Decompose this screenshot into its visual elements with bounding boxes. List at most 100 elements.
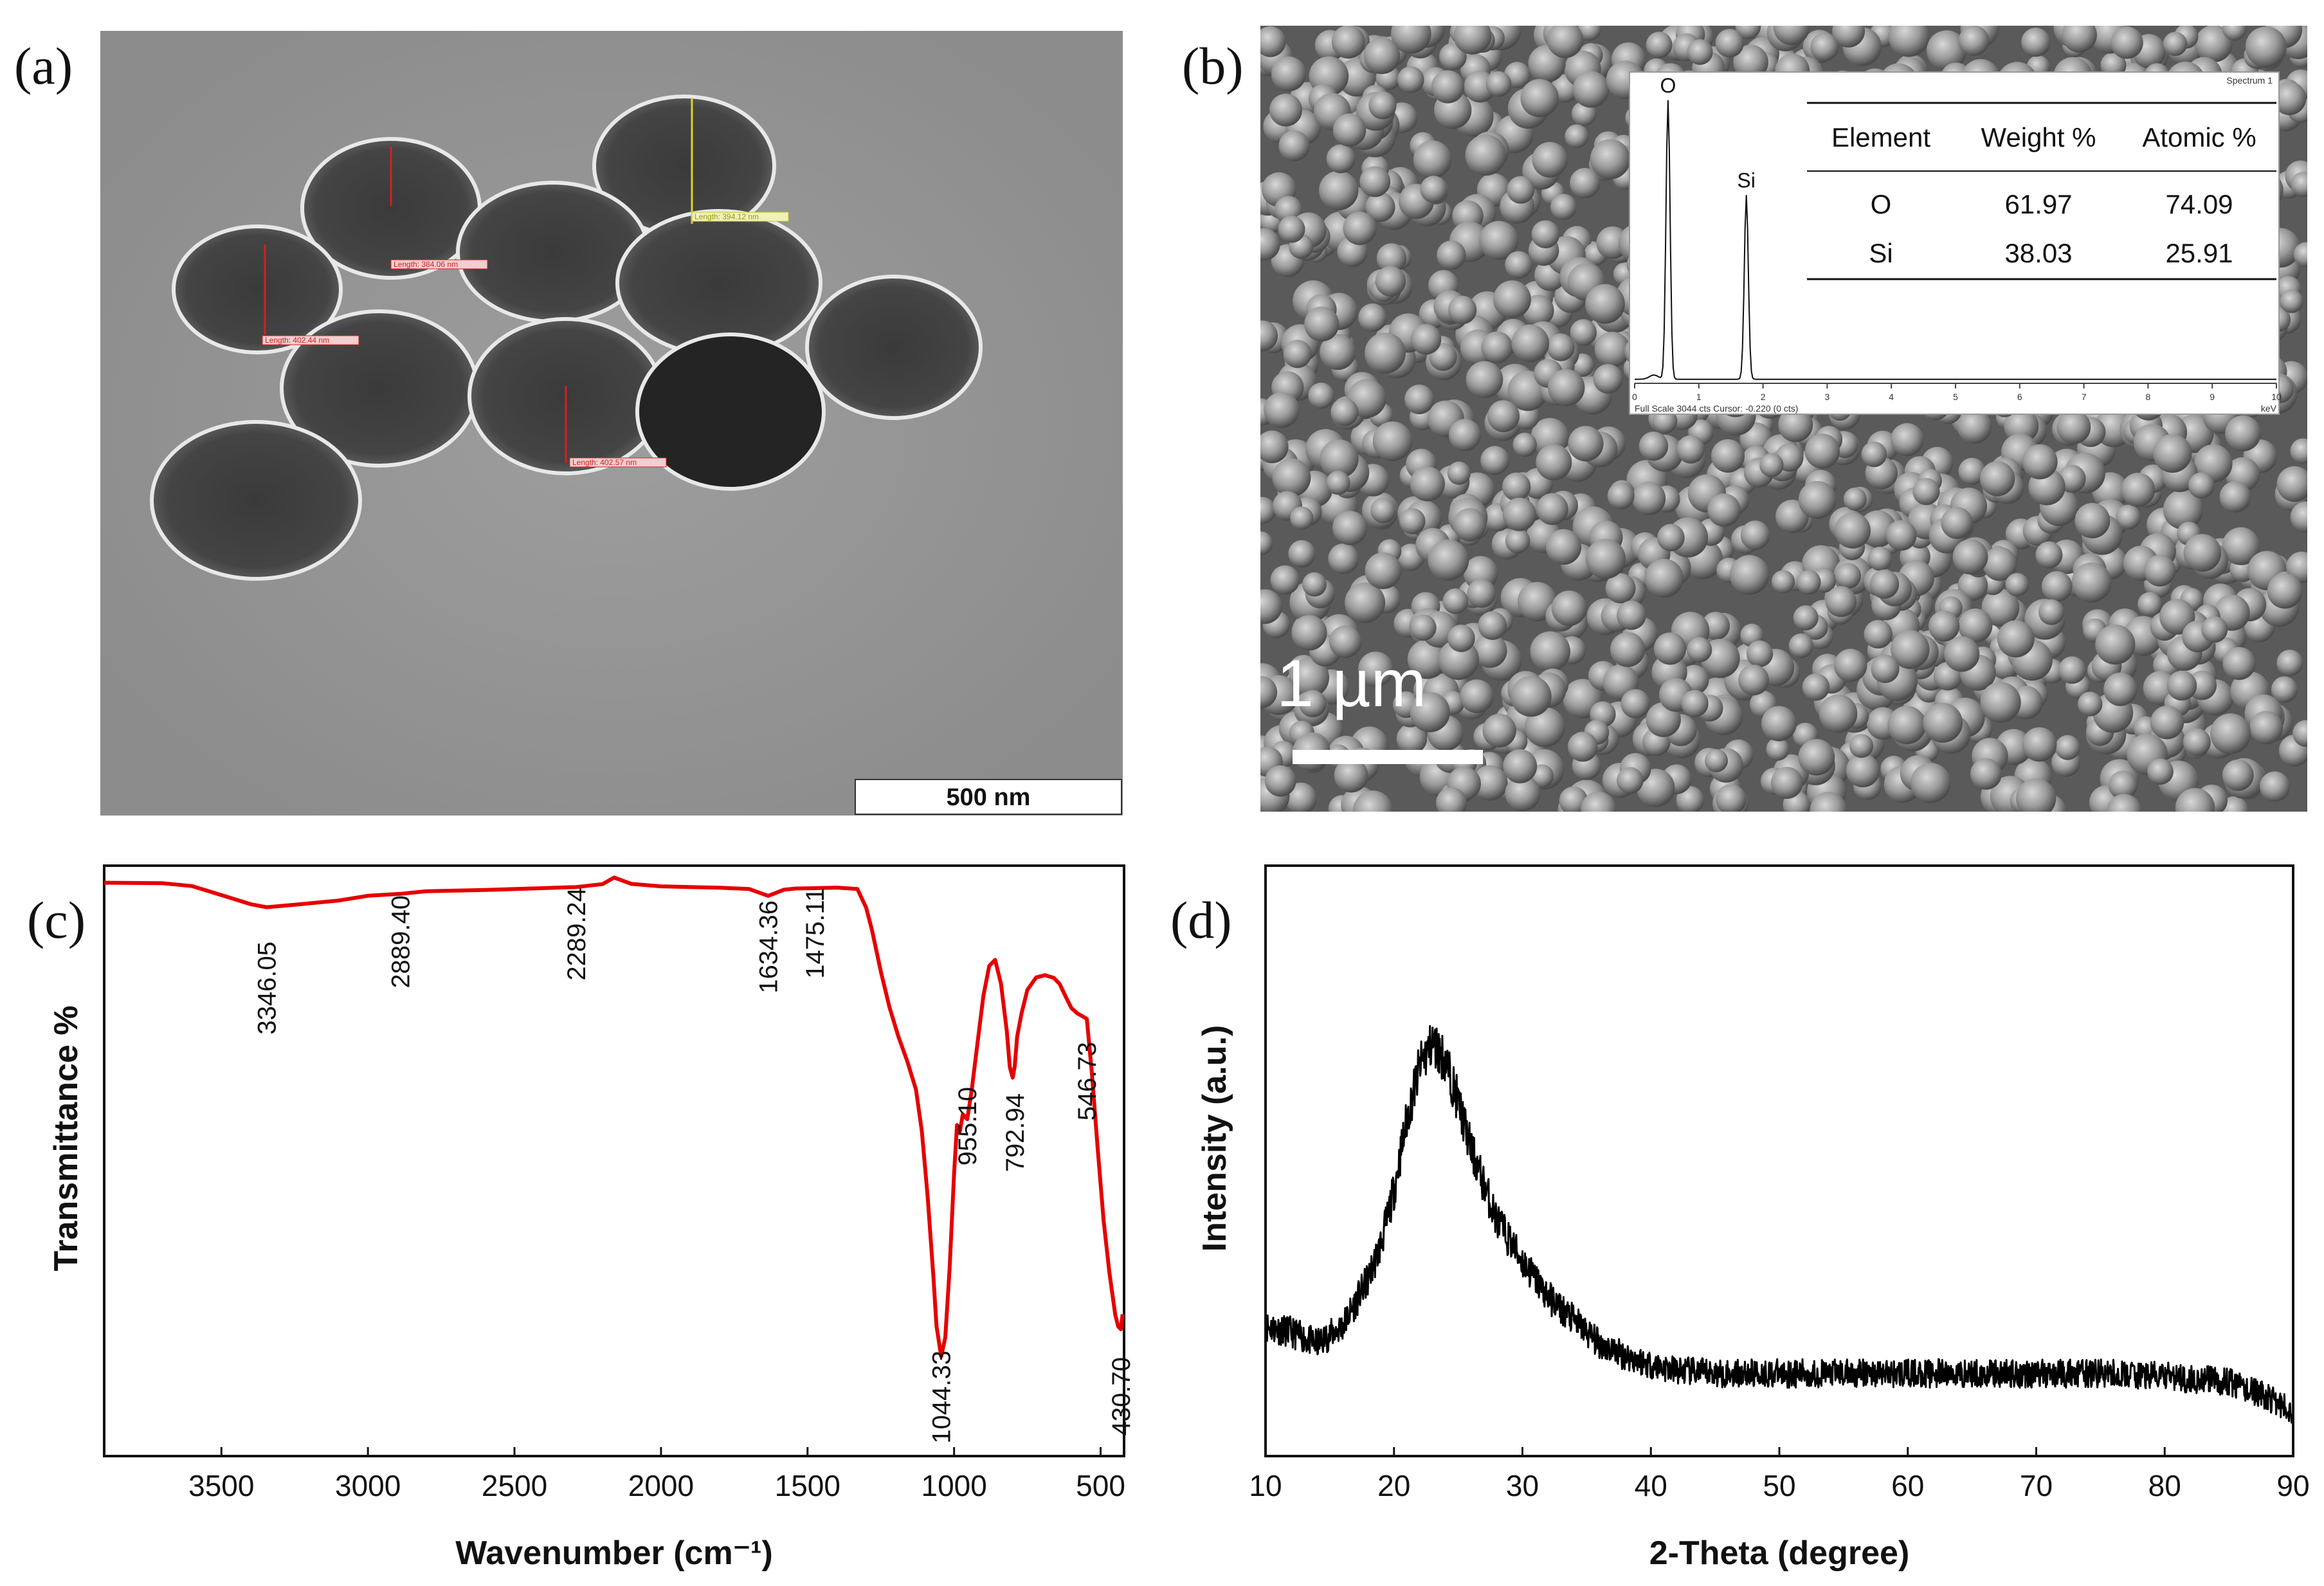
sem-particle [1449, 419, 1481, 451]
sem-particle [1796, 570, 1821, 595]
sem-particle [1804, 433, 1840, 469]
ftir-peak-label: 2289.24 [563, 888, 591, 981]
ftir-tick-label: 1000 [921, 1469, 986, 1502]
sem-particle [2222, 759, 2254, 791]
sem-particle [1375, 266, 1406, 296]
sem-particle [2022, 444, 2058, 480]
sem-particle [1646, 32, 1673, 59]
sem-particle [2056, 410, 2091, 444]
sem-particle [2245, 26, 2287, 68]
sem-particle [2041, 571, 2073, 602]
sem-particle [1372, 421, 1413, 461]
eds-tick-label: 8 [2146, 392, 2151, 402]
sem-particle [1482, 713, 1516, 748]
sem-particle [1410, 692, 1450, 733]
sem-particle [1343, 212, 1377, 245]
sem-particle [1927, 30, 1967, 71]
sem-particle [2038, 599, 2064, 625]
sem-particle [1332, 511, 1368, 545]
sem-particle [1788, 633, 1813, 659]
sem-particle [1644, 558, 1684, 598]
sem-particle [1363, 37, 1401, 75]
sem-particle [1888, 26, 1929, 57]
sem-particle [1958, 26, 1990, 56]
sem-particle [1572, 71, 1610, 108]
ftir-tick-label: 2000 [628, 1469, 694, 1502]
sem-particle [2103, 672, 2138, 706]
eds-header-element: Element [1831, 122, 1930, 152]
sem-particle [1260, 228, 1280, 261]
sem-particle [1260, 320, 1278, 352]
sem-particle [2121, 473, 2156, 507]
sem-particle [1771, 767, 1803, 799]
sem-particle [1302, 572, 1327, 597]
sem-particle [2195, 26, 2233, 62]
sem-particle [1861, 441, 1887, 468]
xrd-x-axis-label: 2-Theta (degree) [1649, 1535, 1910, 1572]
measurement-lines [264, 98, 693, 463]
sem-particle [1502, 472, 1531, 502]
sem-particle [1958, 457, 1986, 486]
sem-particle [1867, 546, 1893, 571]
sem-particle [2293, 242, 2307, 268]
sem-particle [2183, 728, 2211, 756]
sem-particle [1485, 71, 1512, 97]
sem-particle [1593, 364, 1623, 394]
sem-particle [1570, 319, 1597, 346]
eds-row-si-weight: 38.03 [2004, 238, 2072, 268]
sem-particle [1358, 303, 1387, 332]
eds-x-ticks: 0 1 2 3 4 5 6 7 8 9 10 [1632, 383, 2282, 402]
sem-particle [1493, 280, 1531, 318]
tem-scale-label: 500 nm [947, 784, 1031, 811]
sem-particle [1891, 630, 1930, 670]
xrd-chart: 10 20 30 40 50 60 70 80 90 2-Theta (degree) Inte… [1196, 864, 2310, 1572]
eds-row-o-weight: 61.97 [2004, 189, 2072, 219]
ftir-peak-label: 430.70 [1107, 1357, 1136, 1436]
sem-particle [2260, 771, 2290, 802]
sem-particle [1370, 497, 1396, 524]
sem-particle [1391, 26, 1431, 54]
sem-particle [1887, 706, 1926, 745]
sem-particle [1568, 731, 1598, 762]
sem-particle [1676, 435, 1705, 464]
sem-particle [1941, 507, 1973, 539]
sem-particle [1320, 439, 1359, 479]
sem-particle [1559, 786, 1588, 812]
sem-particle [1428, 540, 1469, 581]
xrd-tick-label: 10 [1249, 1469, 1282, 1502]
sem-particle [1407, 639, 1448, 679]
measure-label-1: Length: 384.06 nm [394, 260, 458, 269]
sem-particle [1545, 529, 1582, 565]
sem-particle [1983, 547, 2017, 581]
sem-particle [1465, 134, 1507, 176]
sem-scale-bar: 1 µm [1276, 646, 1483, 764]
sem-particle [1345, 582, 1386, 623]
sem-particle [1849, 734, 1874, 758]
sem-particle [2183, 534, 2222, 572]
sem-particle [1716, 784, 1747, 812]
sem-particle [1365, 333, 1406, 374]
sem-particle [1944, 636, 1980, 672]
sem-particle [1997, 620, 2035, 658]
tem-scale-bar: 500 nm [855, 779, 1122, 815]
ftir-plot-frame [103, 864, 1125, 1457]
sem-particle [1771, 570, 1795, 594]
sem-particle [1729, 555, 1770, 595]
sem-particle [1532, 141, 1568, 178]
sem-particle [2291, 172, 2307, 197]
eds-spectrum: O Si [1635, 74, 2276, 380]
xrd-tick-label: 30 [1506, 1469, 1539, 1502]
sem-particle [2175, 788, 2215, 812]
sem-particle [1525, 707, 1565, 747]
sem-particle [1359, 166, 1391, 197]
sem-particle [1505, 776, 1541, 812]
sem-particle [1467, 579, 1496, 608]
sem-particle [1568, 426, 1604, 462]
sem-particle [1761, 706, 1797, 742]
sem-particle [1260, 26, 1286, 57]
sem-particle [1487, 400, 1520, 432]
sem-particle [1705, 749, 1728, 772]
eds-table: Element Weight % Atomic % O 61.97 74.09 … [1807, 102, 2276, 280]
sem-particle [1396, 724, 1428, 754]
